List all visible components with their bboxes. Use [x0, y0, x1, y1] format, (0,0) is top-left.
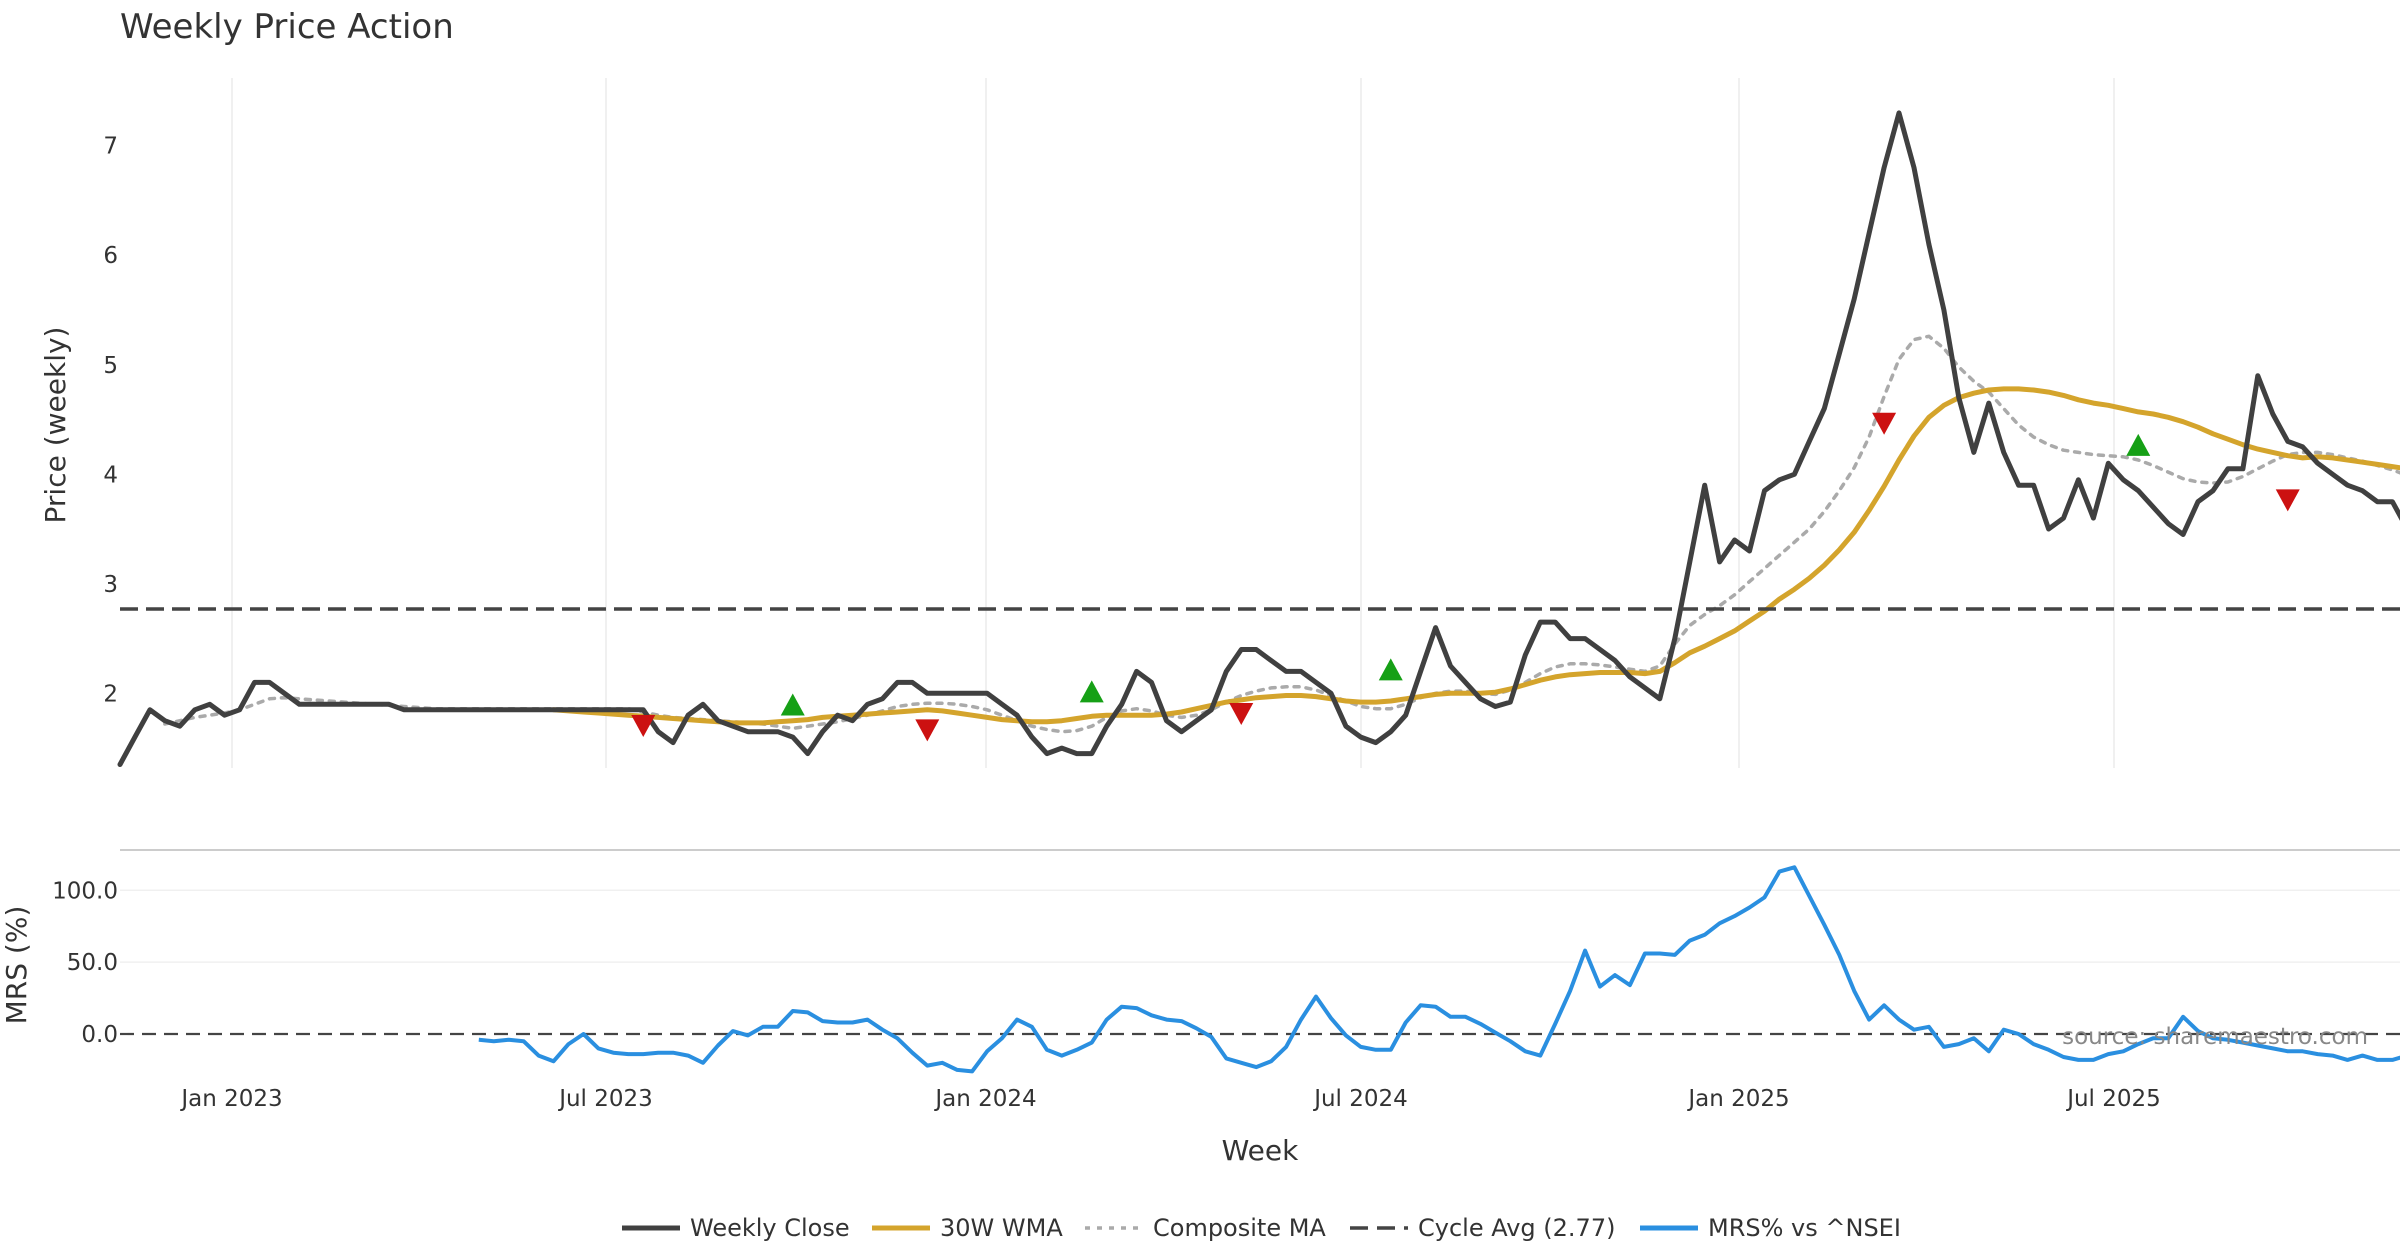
- buy-signal-marker-5: [1378, 658, 1403, 681]
- x-axis-label: Week: [1222, 1134, 1299, 1167]
- mrs-y-tick-0: 0.0: [81, 1022, 118, 1048]
- price-y-ticks: 2 3 4 5 6 7: [103, 134, 118, 708]
- x-tick-1: Jul 2023: [557, 1086, 653, 1112]
- x-ticks: Jan 2023 Jul 2023 Jan 2024 Jul 2024 Jan 2025…: [179, 1086, 2160, 1112]
- sell-signal-marker-6: [1872, 412, 1897, 435]
- mrs-y-axis-label: MRS (%): [0, 906, 33, 1025]
- price-y-tick-2: 4: [103, 462, 118, 488]
- weekly-close-line: [117, 110, 2400, 767]
- buy-signal-marker-7: [2126, 433, 2151, 456]
- mrs-series-group: [120, 865, 2400, 1074]
- mrs-line: [478, 865, 2400, 1074]
- price-y-tick-5: 7: [103, 134, 118, 160]
- source-label: source: sharemaestro.com: [2062, 1024, 2368, 1050]
- sell-signal-marker-4: [1229, 702, 1254, 725]
- sell-signal-marker-0: [631, 715, 656, 737]
- mrs-grid: [120, 889, 2400, 963]
- x-tick-3: Jul 2024: [1312, 1086, 1408, 1112]
- signal-markers: [631, 412, 2300, 742]
- x-tick-4: Jan 2025: [1686, 1086, 1789, 1112]
- sell-signal-marker-8: [2275, 489, 2300, 512]
- price-y-tick-4: 6: [103, 243, 118, 269]
- x-tick-5: Jul 2025: [2065, 1086, 2161, 1112]
- legend-label-composite-ma: Composite MA: [1153, 1214, 1326, 1242]
- price-grid: [231, 78, 2115, 768]
- price-y-tick-0: 2: [103, 681, 118, 707]
- legend: Weekly Close 30W WMA Composite MA Cycle Avg…: [622, 1214, 1901, 1242]
- mrs-y-ticks: 0.0 50.0 100.0: [52, 878, 118, 1048]
- legend-label-cycle-avg: Cycle Avg (2.77): [1418, 1214, 1615, 1242]
- legend-label-mrs: MRS% vs ^NSEI: [1708, 1214, 1901, 1242]
- buy-signal-marker-1: [780, 693, 805, 716]
- 30w-wma-line: [551, 386, 2400, 726]
- x-tick-0: Jan 2023: [179, 1086, 282, 1112]
- price-y-axis-label: Price (weekly): [39, 327, 72, 524]
- sell-signal-marker-2: [915, 719, 940, 742]
- mrs-y-tick-2: 100.0: [52, 878, 118, 904]
- chart-title: Weekly Price Action: [120, 7, 454, 47]
- price-y-tick-1: 3: [103, 572, 118, 598]
- x-tick-2: Jan 2024: [933, 1086, 1036, 1112]
- mrs-y-tick-1: 50.0: [67, 950, 118, 976]
- price-series-group: [117, 110, 2400, 767]
- price-y-tick-3: 5: [103, 353, 118, 379]
- legend-label-weekly-close: Weekly Close: [690, 1214, 850, 1242]
- legend-label-30w-wma: 30W WMA: [940, 1214, 1063, 1242]
- buy-signal-marker-3: [1079, 680, 1104, 703]
